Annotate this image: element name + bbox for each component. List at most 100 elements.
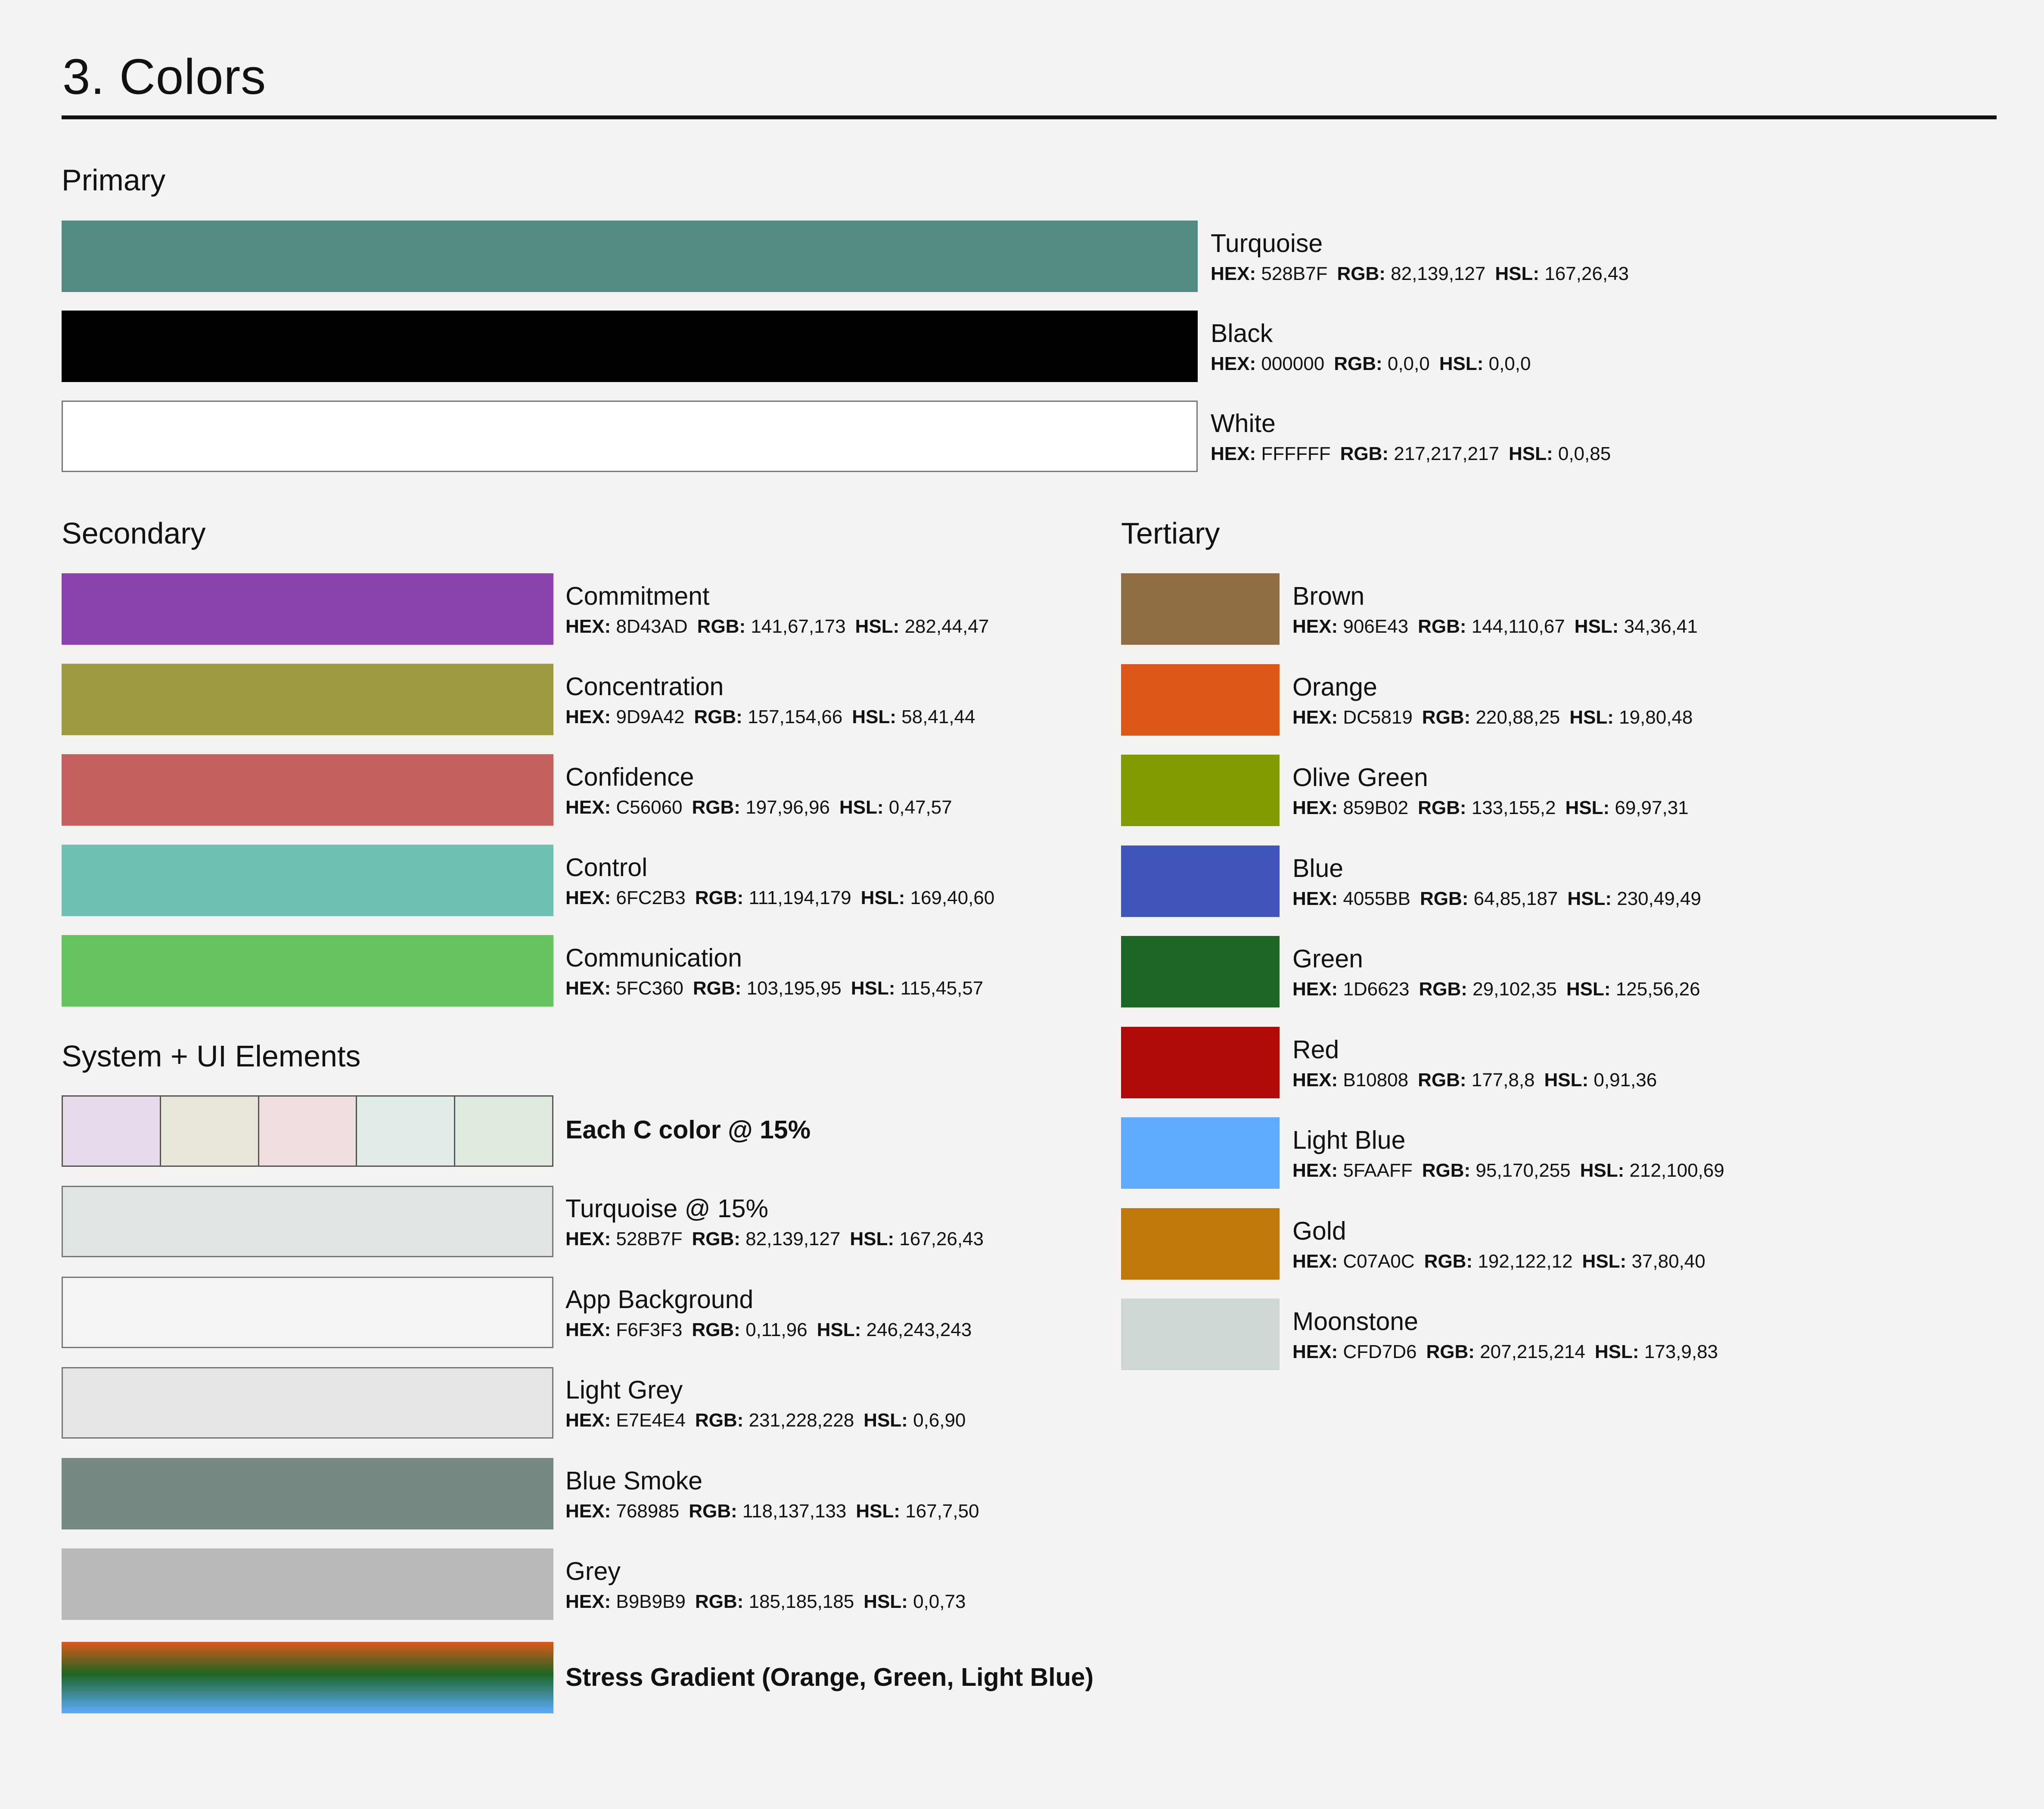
hex-value: 5FAAFF (1343, 1160, 1413, 1181)
hsl-value: 34,36,41 (1624, 616, 1698, 637)
hsl-value: 125,56,26 (1615, 979, 1700, 1000)
hex-value: CFD7D6 (1343, 1341, 1417, 1362)
hex-label: HEX: (1292, 888, 1343, 909)
hex-value: 9D9A42 (616, 706, 685, 727)
color-name: Brown (1292, 582, 1365, 610)
hex-value: 768985 (616, 1500, 680, 1522)
color-swatch (1121, 664, 1280, 736)
color-values: HEX: FFFFFF RGB: 217,217,217 HSL: 0,0,85 (1211, 444, 1620, 463)
hex-label: HEX: (1292, 1069, 1343, 1091)
color-name: Concentration (565, 672, 724, 701)
rgb-label: RGB: (1420, 888, 1474, 909)
hsl-label: HSL: (850, 1228, 900, 1250)
hex-value: DC5819 (1343, 706, 1413, 728)
hsl-value: 69,97,31 (1615, 797, 1689, 818)
hsl-value: 115,45,57 (900, 978, 984, 999)
rgb-value: 157,154,66 (748, 706, 843, 727)
color-values: HEX: 1D6623 RGB: 29,102,35 HSL: 125,56,26 (1292, 980, 1710, 999)
hsl-value: 0,0,0 (1488, 353, 1531, 374)
hex-value: E7E4E4 (616, 1410, 686, 1431)
color-name: Olive Green (1292, 763, 1428, 792)
color-name: Gold (1292, 1216, 1346, 1245)
hsl-label: HSL: (1580, 1160, 1630, 1181)
hex-label: HEX: (1292, 1250, 1343, 1272)
each-c-swatch (454, 1097, 552, 1166)
color-values: HEX: 906E43 RGB: 144,110,67 HSL: 34,36,41 (1292, 617, 1707, 636)
rgb-value: 217,217,217 (1394, 443, 1499, 464)
rgb-label: RGB: (1418, 797, 1472, 818)
hsl-value: 0,0,73 (913, 1591, 966, 1612)
color-name: App Background (565, 1285, 754, 1314)
hsl-value: 0,0,85 (1558, 443, 1611, 464)
color-values: HEX: 8D43AD RGB: 141,67,173 HSL: 282,44,47 (565, 617, 998, 636)
hsl-label: HSL: (864, 1410, 913, 1431)
rgb-label: RGB: (1422, 706, 1476, 728)
hex-label: HEX: (565, 616, 616, 637)
title-divider (62, 115, 1997, 119)
hex-label: HEX: (565, 797, 616, 818)
hsl-label: HSL: (1582, 1250, 1632, 1272)
color-values: HEX: 859B02 RGB: 133,155,2 HSL: 69,97,31 (1292, 799, 1698, 817)
rgb-value: 64,85,187 (1473, 888, 1558, 909)
hsl-label: HSL: (817, 1319, 867, 1340)
hex-label: HEX: (565, 1228, 616, 1250)
primary-section-title: Primary (62, 163, 166, 197)
hex-value: 4055BB (1343, 888, 1410, 909)
hsl-label: HSL: (1566, 979, 1616, 1000)
hsl-label: HSL: (1594, 1341, 1644, 1362)
color-name: Red (1292, 1035, 1339, 1064)
hex-value: 859B02 (1343, 797, 1409, 818)
hex-label: HEX: (1292, 706, 1343, 728)
rgb-value: 133,155,2 (1471, 797, 1556, 818)
hex-label: HEX: (565, 887, 616, 908)
rgb-label: RGB: (692, 1228, 746, 1250)
hex-value: C07A0C (1343, 1250, 1415, 1272)
color-values: HEX: CFD7D6 RGB: 207,215,214 HSL: 173,9,83 (1292, 1343, 1727, 1361)
hex-label: HEX: (1292, 797, 1343, 818)
rgb-label: RGB: (695, 1591, 749, 1612)
color-name: Communication (565, 944, 742, 972)
color-swatch (1121, 755, 1280, 826)
hex-value: 528B7F (1261, 263, 1328, 284)
hex-value: B9B9B9 (616, 1591, 686, 1612)
rgb-label: RGB: (693, 978, 747, 999)
color-values: HEX: 528B7F RGB: 82,139,127 HSL: 167,26,43 (565, 1230, 993, 1249)
rgb-label: RGB: (692, 1319, 746, 1340)
hsl-value: 173,9,83 (1644, 1341, 1718, 1362)
color-name: Moonstone (1292, 1307, 1418, 1336)
hsl-value: 19,80,48 (1619, 706, 1693, 728)
hsl-label: HSL: (856, 1500, 906, 1522)
hsl-value: 246,243,243 (866, 1319, 972, 1340)
hex-value: C56060 (616, 797, 683, 818)
hsl-label: HSL: (1508, 443, 1558, 464)
rgb-value: 220,88,25 (1476, 706, 1560, 728)
color-swatch (1121, 845, 1280, 917)
color-values: HEX: 000000 RGB: 0,0,0 HSL: 0,0,0 (1211, 354, 1540, 373)
stress-gradient-swatch (62, 1642, 553, 1713)
color-values: HEX: C56060 RGB: 197,96,96 HSL: 0,47,57 (565, 798, 962, 817)
color-values: HEX: DC5819 RGB: 220,88,25 HSL: 19,80,48 (1292, 708, 1702, 727)
color-name: Commitment (565, 582, 710, 610)
hex-value: 6FC2B3 (616, 887, 686, 908)
rgb-value: 118,137,133 (742, 1500, 847, 1522)
rgb-value: 144,110,67 (1471, 616, 1565, 637)
rgb-value: 177,8,8 (1471, 1069, 1535, 1091)
hex-value: F6F3F3 (616, 1319, 683, 1340)
hex-label: HEX: (1292, 1341, 1343, 1362)
rgb-label: RGB: (692, 797, 746, 818)
hex-label: HEX: (565, 978, 616, 999)
rgb-label: RGB: (697, 616, 751, 637)
color-swatch (62, 935, 553, 1007)
color-swatch (1121, 1208, 1280, 1280)
system-section-title: System + UI Elements (62, 1039, 361, 1073)
rgb-value: 0,0,0 (1387, 353, 1430, 374)
color-name: Blue Smoke (565, 1466, 703, 1495)
color-values: HEX: 5FC360 RGB: 103,195,95 HSL: 115,45,57 (565, 979, 993, 998)
tertiary-section-title: Tertiary (1121, 516, 1220, 550)
color-name: Control (565, 853, 648, 882)
hex-value: 906E43 (1343, 616, 1409, 637)
rgb-label: RGB: (689, 1500, 742, 1522)
hex-value: FFFFFF (1261, 443, 1331, 464)
hex-label: HEX: (1292, 1160, 1343, 1181)
hsl-value: 230,49,49 (1617, 888, 1701, 909)
